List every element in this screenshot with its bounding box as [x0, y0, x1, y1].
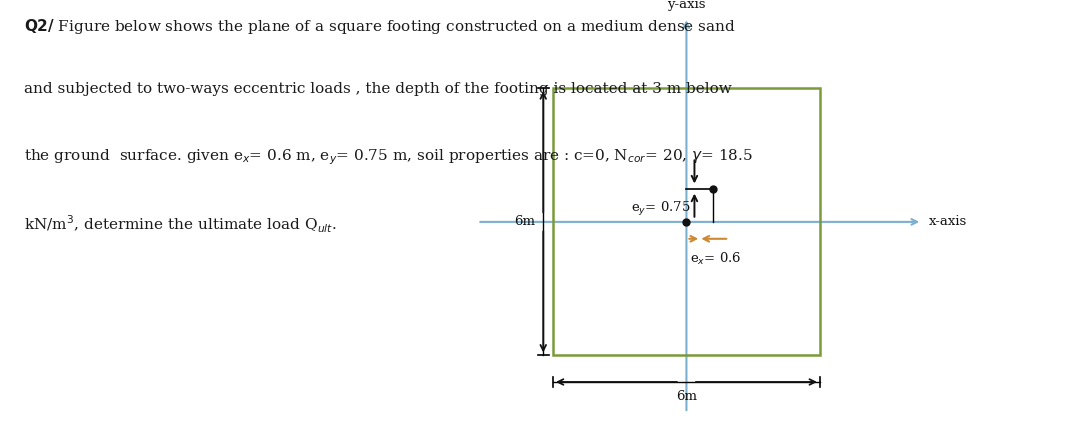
Text: kN/m$^3$, determine the ultimate load Q$_{ult}$.: kN/m$^3$, determine the ultimate load Q$… [24, 213, 337, 235]
Text: y-axis: y-axis [667, 0, 705, 11]
Text: 6m: 6m [514, 215, 536, 228]
Text: x-axis: x-axis [929, 215, 967, 228]
Text: 6m: 6m [676, 390, 697, 403]
Text: the ground  surface. given e$_x$= 0.6 m, e$_y$= 0.75 m, soil properties are : c=: the ground surface. given e$_x$= 0.6 m, … [24, 148, 753, 167]
Text: e$_x$= 0.6: e$_x$= 0.6 [690, 251, 742, 268]
Text: and subjected to two-ways eccentric loads , the depth of the footing is located : and subjected to two-ways eccentric load… [24, 82, 731, 96]
Bar [553, 89, 820, 355]
Text: e$_y$= 0.75: e$_y$= 0.75 [632, 200, 691, 218]
Text: $\bf{Q2/}$ Figure below shows the plane of a square footing constructed on a med: $\bf{Q2/}$ Figure below shows the plane … [24, 17, 735, 36]
